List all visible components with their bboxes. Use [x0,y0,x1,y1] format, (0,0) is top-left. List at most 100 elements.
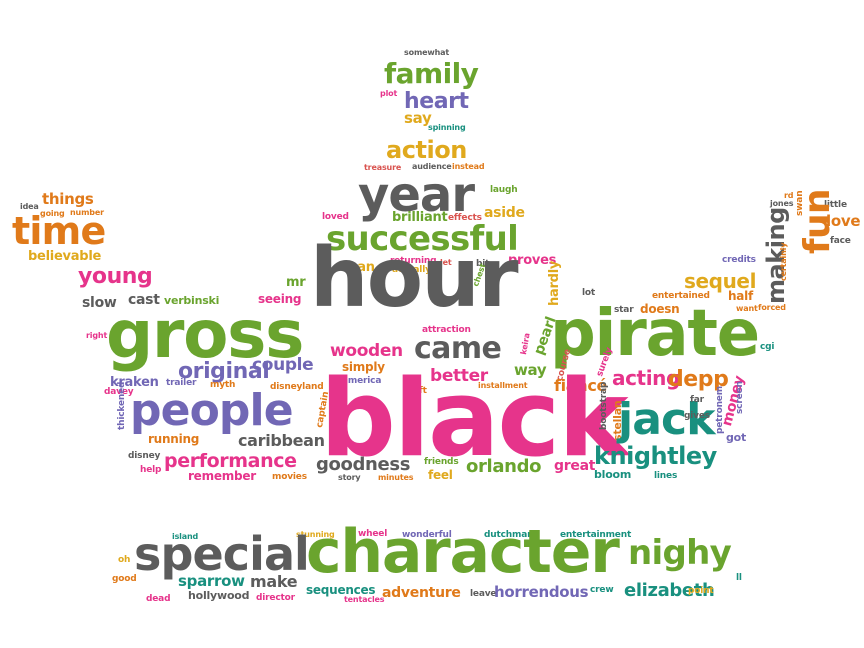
cloud-word-slow: slow [82,295,117,311]
cloud-word-stunning: stunning [296,530,335,539]
cloud-word-bit: bit [476,259,490,269]
cloud-word-somewhat: somewhat [404,48,450,57]
cloud-word-cast: cast [128,292,160,308]
cloud-word-performance: performance [164,450,297,472]
cloud-word-action: action [386,136,467,164]
cloud-word-oh: oh [118,555,131,565]
cloud-word-petronem: petronem [715,386,725,434]
cloud-word-minutes: minutes [378,473,414,482]
cloud-word-kraken: kraken [110,375,159,390]
cloud-word-sequel: sequel [684,269,757,293]
cloud-word-want: want [736,304,758,313]
cloud-word-hollywood: hollywood [188,589,250,602]
cloud-word-running: running [148,432,200,446]
cloud-word-successful: successful [326,219,519,259]
cloud-word-myth: myth [210,380,236,390]
cloud-word-dutchman: dutchman [484,530,534,540]
cloud-word-pirate: pirate [550,297,760,371]
cloud-word-laugh: laugh [490,185,518,195]
cloud-word-remember: remember [188,469,256,483]
cloud-word-love: love [826,212,861,230]
cloud-word-sparrow: sparrow [178,572,245,590]
cloud-word-certainly: certainly [779,242,788,281]
cloud-word-cgi: cgi [760,342,775,352]
cloud-word-right: right [86,331,108,340]
cloud-word-little: little [824,200,847,210]
cloud-word-screen: screen [735,381,745,414]
cloud-word-character: character [306,517,620,587]
cloud-word-let: let [440,258,452,267]
cloud-word-leave: leave [470,589,497,599]
cloud-word-davey: davey [104,387,134,397]
cloud-word-great: great [554,458,596,474]
cloud-word-friends: friends [424,457,459,467]
cloud-word-lines: lines [654,471,678,481]
cloud-word-credits: credits [722,255,756,265]
cloud-word-aside: aside [484,205,525,221]
cloud-word-way: way [514,361,547,379]
cloud-word-wooden: wooden [330,341,403,361]
cloud-word-face: face [830,236,851,246]
cloud-word-depp: depp [668,367,729,392]
cloud-word-instead: instead [452,162,485,171]
cloud-word-far: far [690,395,704,405]
cloud-word-forced: forced [758,303,786,312]
cloud-word-came: came [414,331,502,366]
cloud-word-half: half [728,289,754,303]
cloud-word-gross: gross [106,296,304,373]
cloud-word-installment: installment [478,381,528,390]
cloud-word-couple: couple [252,355,314,375]
cloud-word-sequences: sequences [306,583,376,597]
cloud-word-left: left [410,386,427,396]
cloud-word-crew: crew [590,585,614,595]
cloud-word-story: story [338,473,361,482]
cloud-word-man: man [344,260,375,275]
cloud-word-thickened: thickened [117,381,127,430]
cloud-word-disney: disney [128,451,161,461]
cloud-word-brilliant: brilliant [392,210,448,225]
cloud-word-jones: jones [770,199,794,208]
cloud-word-make: make [250,572,298,591]
cloud-word-point: point [688,586,714,596]
cloud-word-time: time [12,209,106,253]
cloud-word-ll: ll [736,573,742,583]
cloud-word-adventure: adventure [382,585,461,601]
cloud-word-help: help [140,465,162,475]
cloud-word-disneyland: disneyland [270,382,324,392]
cloud-word-feel: feel [428,468,453,482]
cloud-word-rd: rd [784,191,794,200]
cloud-word-black: black [320,357,629,480]
cloud-word-plot: plot [380,89,398,98]
cloud-word-young: young [78,264,153,289]
cloud-word-got: got [726,431,747,444]
cloud-word-good: good [112,574,137,584]
cloud-word-island: island [172,532,199,541]
cloud-word-swan: swan [795,190,805,216]
cloud-word-bloom: bloom [594,468,632,481]
cloud-word-loved: loved [322,212,349,222]
cloud-word-entertained: entertained [652,291,710,301]
cloud-word-acting: acting [612,366,680,390]
cloud-word-treasure: treasure [364,163,402,172]
cloud-word-things: things [42,190,94,208]
cloud-word-verbinski: verbinski [164,294,220,307]
cloud-word-movies: movies [272,472,307,482]
cloud-word-bootstrap: bootstrap [599,381,609,430]
cloud-word-caribbean: caribbean [238,431,325,450]
cloud-word-heart: heart [404,89,469,114]
cloud-word-believable: believable [28,249,102,264]
cloud-word-elizabeth: elizabeth [624,580,715,601]
cloud-word-keira: keira [519,332,532,356]
cloud-word-nighy: nighy [628,533,732,573]
cloud-word-say: say [404,109,432,127]
cloud-word-lot: lot [582,288,596,298]
cloud-word-simply: simply [342,360,385,374]
cloud-word-hour: hour [310,231,519,326]
cloud-word-better: better [430,366,488,386]
cloud-word-family: family [384,57,479,90]
cloud-word-wheel: wheel [358,529,388,539]
cloud-word-people: people [130,385,294,436]
cloud-word-director: director [256,593,295,603]
cloud-word-number: number [70,208,104,217]
